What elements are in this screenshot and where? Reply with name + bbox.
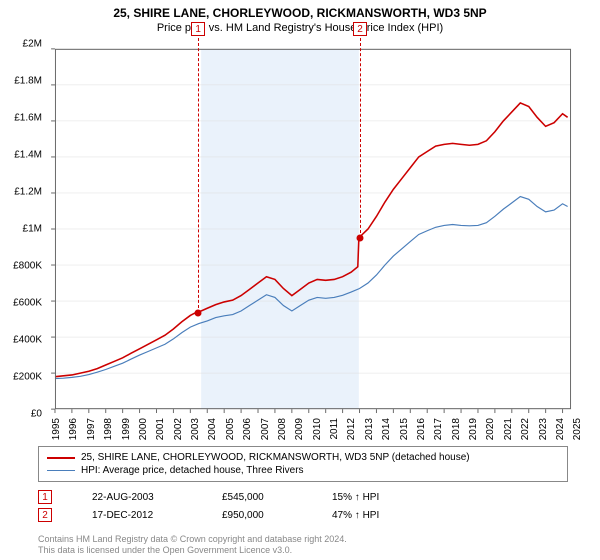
x-axis-label: 1997 [86, 418, 97, 440]
x-axis-label: 2009 [294, 418, 305, 440]
footer-line: Contains HM Land Registry data © Crown c… [38, 534, 347, 545]
chart-title: 25, SHIRE LANE, CHORLEYWOOD, RICKMANSWOR… [0, 0, 600, 20]
x-axis-label: 2014 [381, 418, 392, 440]
chart-area: £0£200K£400K£600K£800K£1M£1.2M£1.4M£1.6M… [48, 44, 578, 414]
sale-number-badge: 2 [38, 508, 52, 522]
y-axis-label: £1.4M [14, 150, 42, 161]
sale-date: 17-DEC-2012 [92, 510, 182, 521]
legend-text: HPI: Average price, detached house, Thre… [81, 465, 304, 476]
x-axis-label: 2002 [173, 418, 184, 440]
x-axis-label: 2024 [555, 418, 566, 440]
x-axis-label: 2008 [277, 418, 288, 440]
y-axis-label: £600K [13, 298, 42, 309]
sale-marker-line [360, 38, 361, 238]
x-axis-label: 1995 [51, 418, 62, 440]
x-axis-label: 2018 [451, 418, 462, 440]
y-axis-label: £1.8M [14, 76, 42, 87]
x-axis-label: 2016 [416, 418, 427, 440]
x-axis-label: 2005 [225, 418, 236, 440]
x-axis-label: 1998 [103, 418, 114, 440]
sale-date: 22-AUG-2003 [92, 492, 182, 503]
y-axis-label: £2M [23, 39, 42, 50]
sale-marker-label: 1 [191, 22, 205, 36]
sale-price: £950,000 [222, 510, 292, 521]
sale-marker-label: 2 [353, 22, 367, 36]
y-axis-label: £400K [13, 335, 42, 346]
y-axis-label: £1.6M [14, 113, 42, 124]
x-axis-label: 2010 [312, 418, 323, 440]
x-axis-label: 2023 [538, 418, 549, 440]
x-axis-label: 2019 [468, 418, 479, 440]
sale-price: £545,000 [222, 492, 292, 503]
x-axis-label: 2011 [329, 418, 340, 440]
sale-number-badge: 1 [38, 490, 52, 504]
y-axis-label: £800K [13, 261, 42, 272]
x-axis-label: 2015 [399, 418, 410, 440]
sale-row: 2 17-DEC-2012 £950,000 47% ↑ HPI [38, 508, 379, 522]
sale-row: 1 22-AUG-2003 £545,000 15% ↑ HPI [38, 490, 379, 504]
legend-text: 25, SHIRE LANE, CHORLEYWOOD, RICKMANSWOR… [81, 452, 470, 463]
footer-text: Contains HM Land Registry data © Crown c… [38, 534, 347, 556]
x-axis-label: 2003 [190, 418, 201, 440]
legend-row: HPI: Average price, detached house, Thre… [47, 464, 559, 477]
y-axis-label: £200K [13, 372, 42, 383]
chart-subtitle: Price paid vs. HM Land Registry's House … [0, 20, 600, 34]
legend: 25, SHIRE LANE, CHORLEYWOOD, RICKMANSWOR… [38, 446, 568, 482]
x-axis-label: 2013 [364, 418, 375, 440]
y-axis-label: £1.2M [14, 187, 42, 198]
legend-swatch [47, 457, 75, 459]
footer-line: This data is licensed under the Open Gov… [38, 545, 347, 556]
sale-diff: 15% ↑ HPI [332, 492, 379, 503]
x-axis-label: 1999 [121, 418, 132, 440]
legend-swatch [47, 470, 75, 471]
x-axis-label: 2001 [155, 418, 166, 440]
x-axis-label: 2025 [572, 418, 583, 440]
x-axis-label: 2012 [346, 418, 357, 440]
x-axis-label: 2020 [485, 418, 496, 440]
y-axis-label: £1M [23, 224, 42, 235]
line-chart [48, 44, 578, 414]
y-axis-label: £0 [31, 409, 42, 420]
sale-diff: 47% ↑ HPI [332, 510, 379, 521]
x-axis-label: 2017 [433, 418, 444, 440]
x-axis-label: 2007 [260, 418, 271, 440]
sale-marker-line [198, 38, 199, 313]
legend-row: 25, SHIRE LANE, CHORLEYWOOD, RICKMANSWOR… [47, 451, 559, 464]
x-axis-label: 2022 [520, 418, 531, 440]
x-axis-label: 2021 [503, 418, 514, 440]
x-axis-label: 2006 [242, 418, 253, 440]
x-axis-label: 2000 [138, 418, 149, 440]
x-axis-label: 2004 [207, 418, 218, 440]
x-axis-label: 1996 [68, 418, 79, 440]
